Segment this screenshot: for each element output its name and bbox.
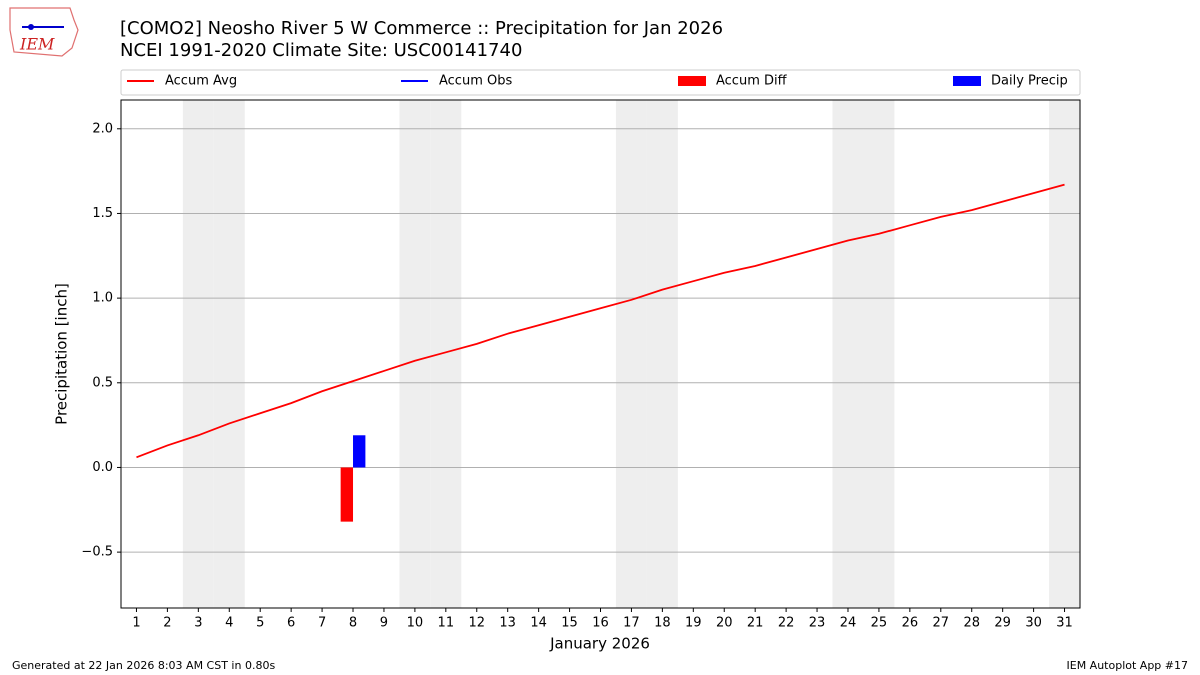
y-tick-label: 1.5: [92, 206, 113, 221]
legend-label: Daily Precip: [991, 74, 1068, 89]
bar: [353, 435, 366, 468]
x-tick-label: 3: [194, 616, 202, 631]
x-tick-label: 29: [994, 616, 1011, 631]
footer-right: IEM Autoplot App #17: [1067, 659, 1189, 672]
weekend-shade: [863, 100, 895, 608]
legend-box: [120, 69, 1081, 96]
y-axis-label: Precipitation [inch]: [53, 283, 71, 425]
x-tick-label: 30: [1025, 616, 1042, 631]
logo-outline: [9, 7, 79, 57]
x-tick-label: 13: [499, 616, 516, 631]
x-tick-label: 14: [530, 616, 547, 631]
weekend-shade: [615, 100, 647, 608]
y-tick-label: −0.5: [81, 545, 113, 560]
weekend-shade: [182, 100, 214, 608]
x-tick-label: 26: [902, 616, 919, 631]
logo: IEM: [9, 7, 79, 57]
x-tick-label: 8: [349, 616, 357, 631]
x-tick-label: 15: [561, 616, 578, 631]
legend-label: Accum Avg: [165, 74, 237, 89]
x-tick-label: 23: [809, 616, 826, 631]
x-tick-label: 7: [318, 616, 326, 631]
x-tick-label: 12: [468, 616, 485, 631]
x-tick-label: 18: [654, 616, 671, 631]
legend-swatch: [678, 76, 706, 86]
weekend-shade: [399, 100, 431, 608]
logo-text: IEM: [19, 35, 55, 54]
x-tick-label: 1: [132, 616, 140, 631]
plot-frame: [120, 99, 1081, 609]
weekend-shade: [430, 100, 462, 608]
x-tick-label: 2: [163, 616, 171, 631]
line: [136, 183, 1065, 459]
x-tick-label: 28: [963, 616, 980, 631]
weekend-shade: [646, 100, 678, 608]
x-axis-label: January 2026: [549, 635, 650, 653]
y-tick-label: 0.5: [92, 375, 113, 390]
x-tick-label: 24: [840, 616, 857, 631]
bar: [340, 467, 354, 522]
x-tick-label: 4: [225, 616, 233, 631]
x-tick-label: 25: [871, 616, 888, 631]
weekend-shade: [1049, 100, 1080, 608]
weekend-shade: [832, 100, 864, 608]
footer-left: Generated at 22 Jan 2026 8:03 AM CST in …: [12, 659, 275, 672]
x-tick-label: 5: [256, 616, 264, 631]
x-tick-label: 31: [1056, 616, 1073, 631]
weekend-shade: [213, 100, 245, 608]
y-tick-label: 2.0: [92, 121, 113, 136]
x-tick-label: 6: [287, 616, 295, 631]
x-tick-label: 17: [623, 616, 640, 631]
logo-dot: [28, 24, 34, 30]
x-tick-label: 9: [380, 616, 388, 631]
y-tick-label: 0.0: [92, 460, 113, 475]
chart-title: [COMO2] Neosho River 5 W Commerce :: Pre…: [120, 18, 723, 39]
legend-swatch: [953, 76, 981, 86]
x-tick-label: 21: [747, 616, 764, 631]
x-tick-label: 20: [716, 616, 733, 631]
x-tick-label: 19: [685, 616, 702, 631]
x-tick-label: 22: [778, 616, 795, 631]
legend-label: Accum Diff: [716, 74, 788, 89]
x-tick-label: 11: [438, 616, 455, 631]
x-tick-label: 16: [592, 616, 609, 631]
legend-label: Accum Obs: [439, 74, 512, 89]
chart-subtitle: NCEI 1991-2020 Climate Site: USC00141740: [120, 40, 522, 61]
x-tick-label: 10: [407, 616, 424, 631]
x-tick-label: 27: [933, 616, 950, 631]
y-tick-label: 1.0: [92, 291, 113, 306]
